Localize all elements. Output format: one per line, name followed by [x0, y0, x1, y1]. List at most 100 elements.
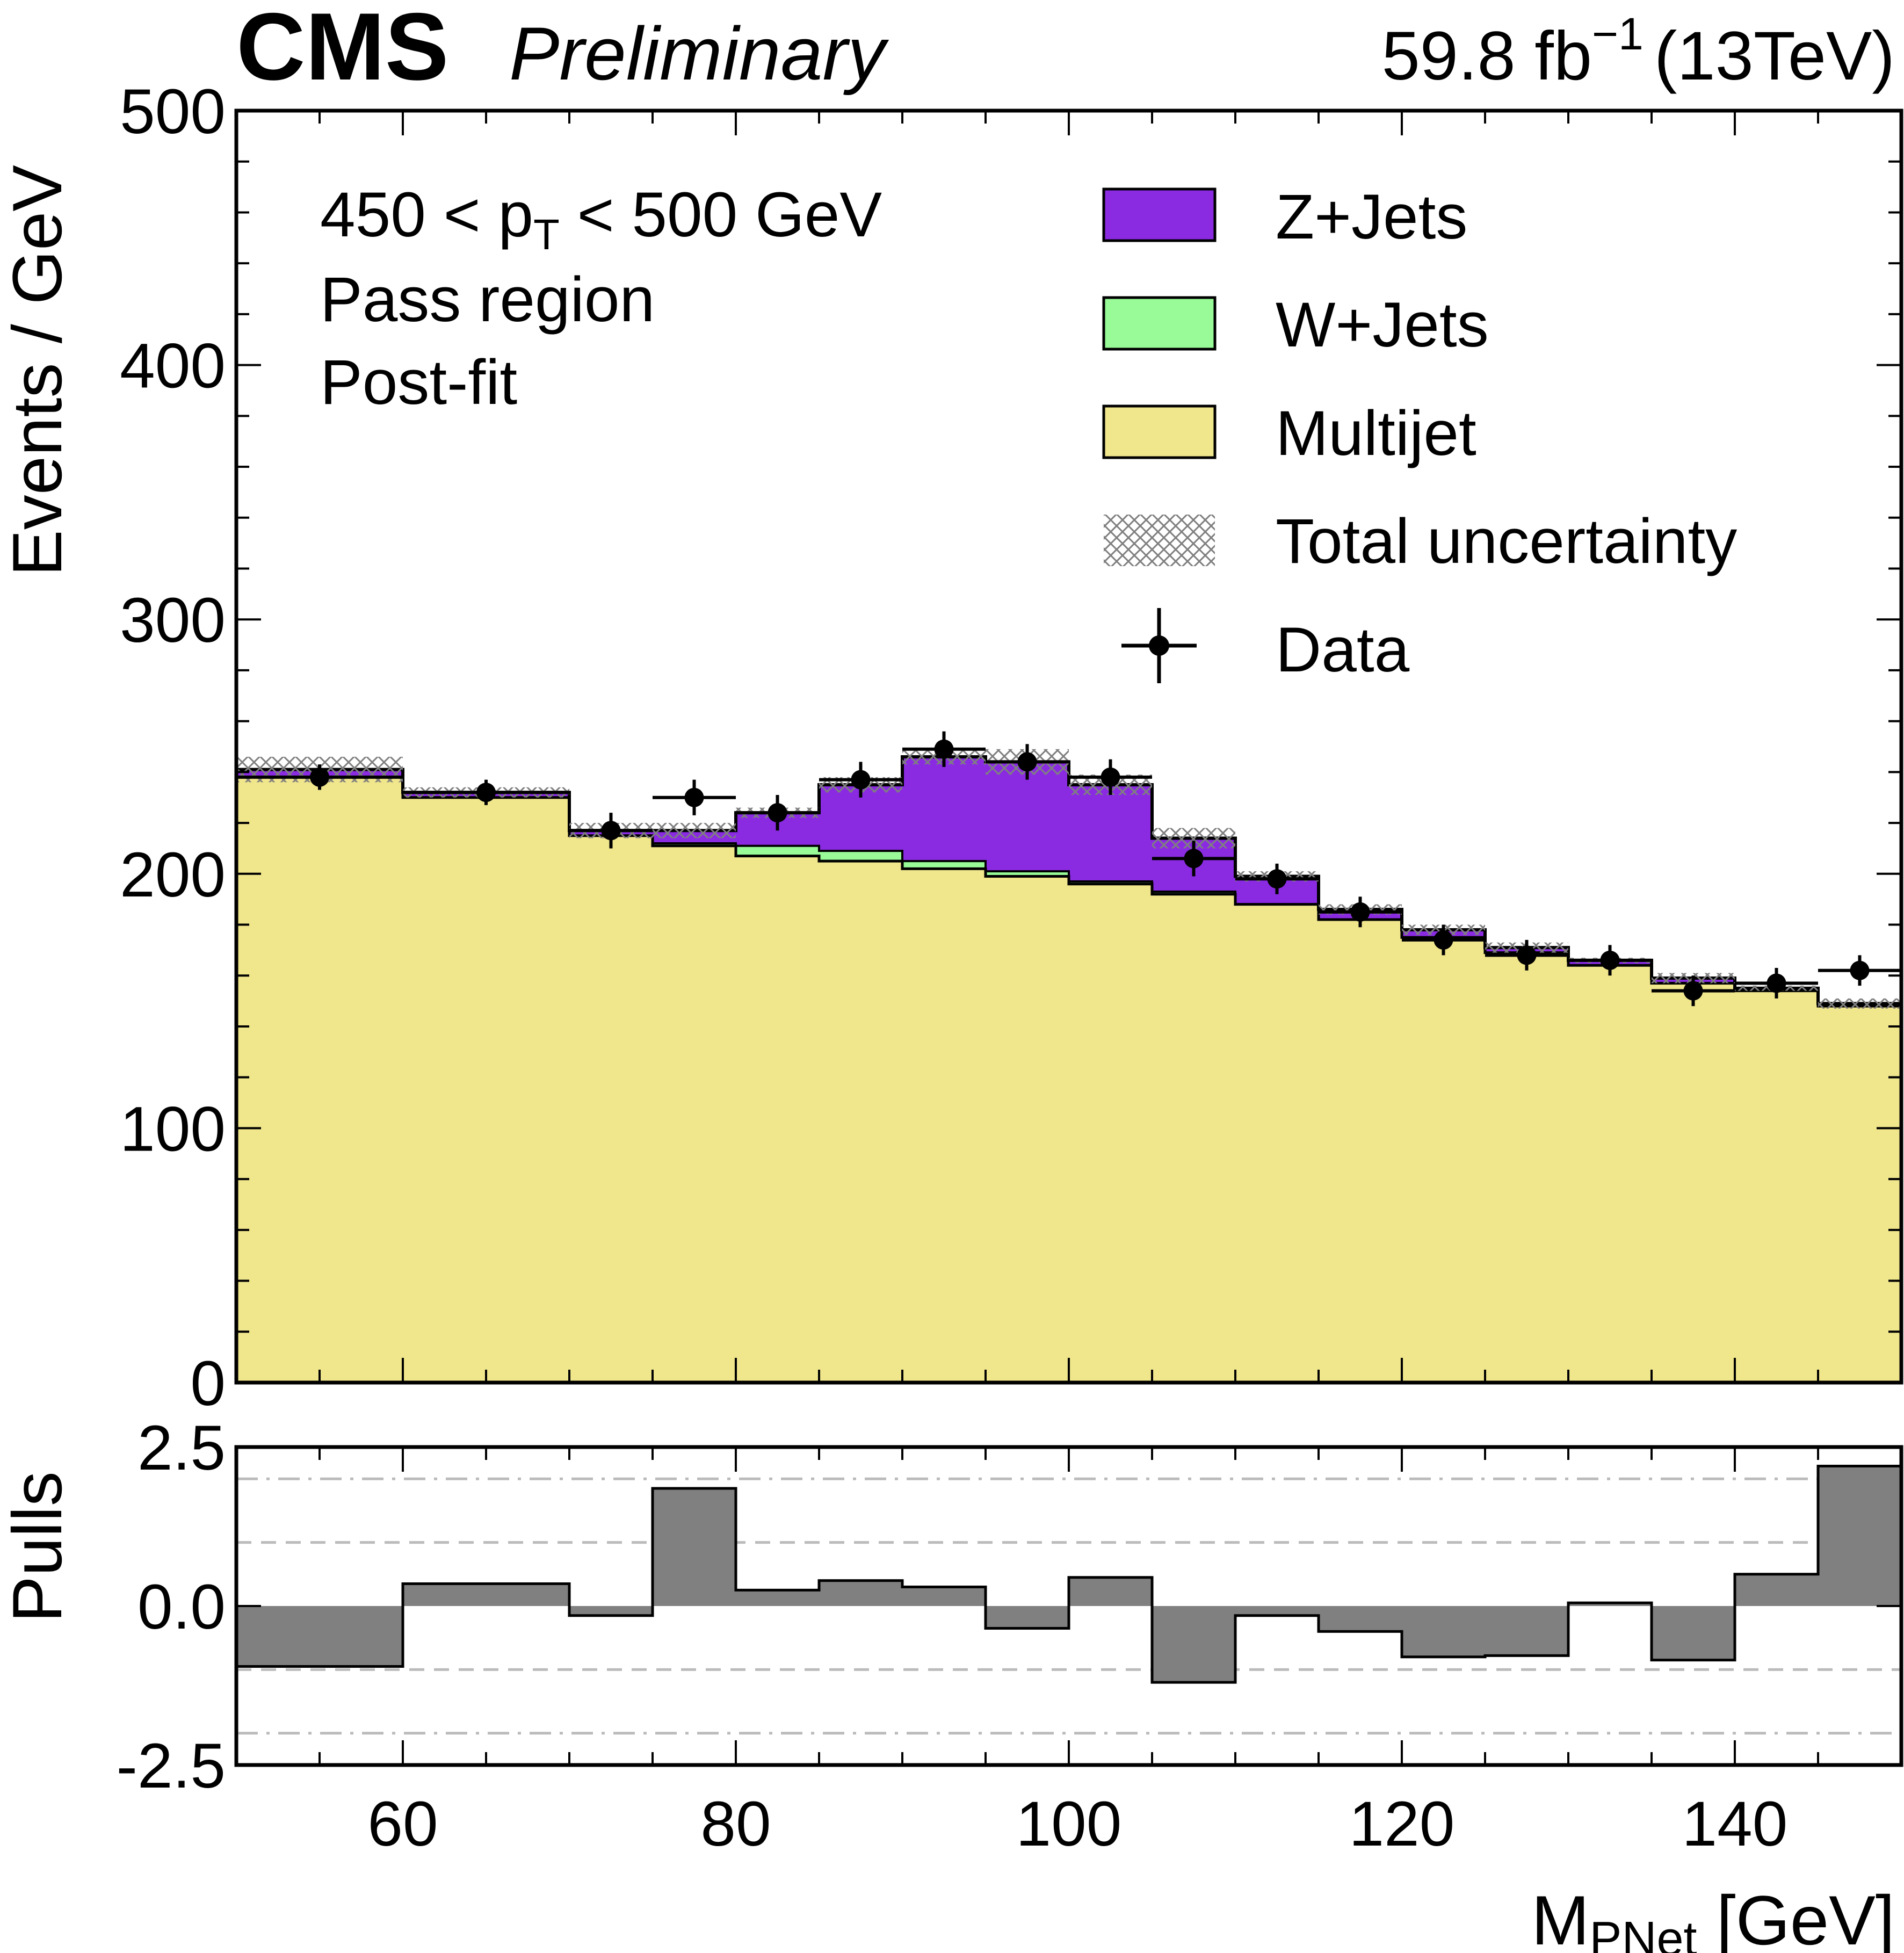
pull-y-tick-label: -2.5	[117, 1731, 226, 1802]
pt-range-label: 450 < pT < 500 GeV	[320, 179, 882, 258]
legend-unc-label: Total uncertainty	[1276, 506, 1737, 577]
x-tick-label: 100	[1016, 1789, 1122, 1860]
multijet-bin	[403, 797, 569, 1383]
data-marker	[1767, 973, 1786, 993]
data-point	[1568, 945, 1652, 976]
pull-bar	[653, 1488, 736, 1606]
multijet-bin	[819, 861, 902, 1383]
pull-bar	[1152, 1606, 1235, 1683]
pull-axes: -2.5 0.0 2.5 60 80 100 120 140	[117, 1413, 1903, 1860]
pull-reference-lines	[236, 1477, 1901, 1735]
pull-bar	[1319, 1606, 1402, 1632]
pull-bar	[1652, 1606, 1735, 1660]
multijet-bin	[1069, 884, 1152, 1383]
multijet-outline	[236, 776, 1901, 1008]
multijet-bin	[1319, 920, 1402, 1383]
pull-bar	[569, 1606, 653, 1616]
data-marker	[1017, 752, 1037, 772]
data-marker	[1184, 849, 1204, 869]
data-point	[1319, 896, 1402, 928]
legend-zjets-swatch	[1102, 187, 1217, 242]
x-tick-label: 140	[1682, 1789, 1788, 1860]
data-marker	[1600, 950, 1620, 970]
data-marker	[1683, 981, 1703, 1001]
pull-bar	[1235, 1606, 1319, 1616]
pull-y-tick-label: 0.0	[137, 1572, 226, 1643]
fit-label: Post-fit	[320, 347, 517, 418]
main-axes: 0 100 200 300 400 500	[120, 76, 1903, 1419]
pull-bar	[1069, 1577, 1152, 1606]
uncertainty-bin	[1818, 998, 1901, 1009]
multijet-bin	[736, 856, 819, 1383]
data-point	[819, 762, 902, 798]
multijet-bin	[902, 869, 986, 1383]
data-point	[986, 744, 1069, 780]
y-tick-label: 400	[120, 331, 226, 402]
pull-bar	[1485, 1606, 1568, 1656]
multijet-bin	[1568, 965, 1652, 1383]
data-point	[653, 779, 736, 815]
x-tick-label: 60	[367, 1789, 438, 1860]
legend-data-label: Data	[1276, 614, 1410, 685]
legend-multijet-label: Multijet	[1276, 398, 1476, 469]
data-marker	[934, 739, 954, 759]
data-point	[1402, 924, 1485, 956]
legend: Z+Jets W+Jets Multijet Total uncertainty…	[1102, 182, 1737, 685]
pull-bar	[236, 1606, 403, 1667]
pull-bar	[1402, 1606, 1485, 1657]
lumi-label: 59.8 fb−1 (13TeV)	[1382, 9, 1895, 95]
pull-outline	[236, 1465, 1901, 1684]
pull-bar	[736, 1590, 819, 1606]
multijet-bin	[1402, 937, 1485, 1383]
y-tick-label: 200	[120, 840, 226, 910]
main-stack	[236, 755, 1901, 1383]
data-points	[236, 731, 1901, 1007]
pull-bar	[819, 1580, 902, 1606]
multijet-bin	[653, 845, 736, 1383]
data-point	[403, 779, 569, 805]
data-point	[1735, 968, 1818, 999]
data-marker	[684, 787, 704, 807]
legend-zjets-label: Z+Jets	[1276, 182, 1467, 252]
data-point	[1818, 955, 1901, 986]
region-label: Pass region	[320, 264, 655, 335]
pull-bar	[986, 1606, 1069, 1629]
data-marker	[601, 821, 621, 841]
data-marker	[1350, 902, 1370, 922]
y-tick-label: 100	[120, 1094, 226, 1164]
lumi-value: 59.8 fb	[1382, 18, 1592, 95]
y-tick-label: 300	[120, 585, 226, 656]
legend-wjets-swatch	[1102, 296, 1217, 351]
multijet-bin	[1485, 952, 1568, 1383]
data-marker	[476, 783, 496, 802]
y-tick-label: 500	[120, 76, 226, 147]
data-point	[902, 731, 986, 767]
cms-label: CMS	[236, 0, 449, 100]
data-point	[1652, 975, 1735, 1007]
data-marker	[310, 767, 329, 787]
data-marker	[1434, 930, 1453, 950]
data-point	[1485, 939, 1568, 971]
pull-y-tick-label: 2.5	[137, 1413, 226, 1484]
pull-bar	[1818, 1466, 1901, 1606]
data-point	[1152, 841, 1235, 877]
pull-bar	[902, 1587, 986, 1606]
data-point	[569, 813, 653, 849]
pull-bars	[236, 1465, 1901, 1684]
data-marker	[1850, 960, 1870, 980]
pull-bar	[403, 1583, 569, 1606]
data-marker	[1267, 869, 1287, 889]
multijet-bin	[236, 777, 403, 1383]
lumi-exp: −1	[1592, 9, 1644, 59]
data-marker	[851, 770, 871, 790]
multijet-bin	[1818, 1006, 1901, 1383]
x-tick-label: 120	[1349, 1789, 1455, 1860]
legend-multijet-swatch	[1102, 404, 1217, 459]
data-point	[236, 764, 403, 790]
lumi-energy: (13TeV)	[1654, 18, 1895, 95]
data-marker	[768, 803, 787, 823]
data-marker	[1101, 767, 1120, 787]
multijet-bin	[569, 835, 653, 1383]
pulls-y-axis-title: Pulls	[0, 1471, 76, 1623]
